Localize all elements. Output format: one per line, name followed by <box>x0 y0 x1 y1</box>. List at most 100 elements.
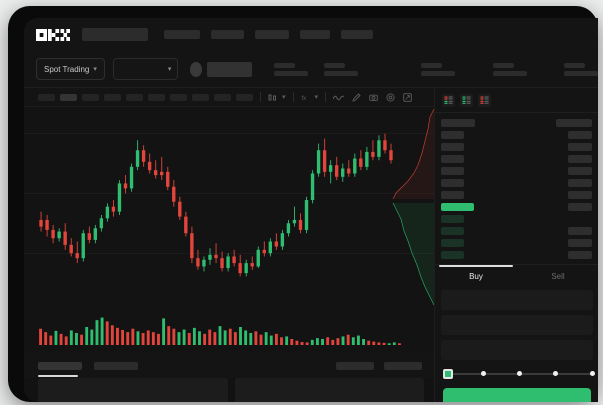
fullscreen-icon[interactable] <box>403 92 412 102</box>
tab-open-orders[interactable] <box>38 361 82 377</box>
orderbook-mode-both-icon[interactable] <box>442 94 455 107</box>
sidebar-item-derivatives[interactable] <box>300 30 330 39</box>
timeframe-button[interactable] <box>214 93 231 101</box>
stat-block <box>420 62 455 76</box>
order-entry-form <box>435 290 598 402</box>
timeframe-button[interactable] <box>170 93 187 101</box>
order-price-field[interactable] <box>441 290 593 310</box>
orderbook-price-cell <box>441 155 464 163</box>
pencil-icon[interactable] <box>352 92 361 102</box>
stat-block <box>323 62 358 76</box>
sidebar-item-buy-crypto[interactable] <box>164 30 200 39</box>
orderbook-price-cell <box>441 179 464 187</box>
timeframe-button[interactable] <box>82 93 99 101</box>
orderbook-bid-row[interactable] <box>441 237 592 249</box>
line-tool-icon[interactable] <box>333 93 345 102</box>
orderbook-amount-cell <box>568 191 592 199</box>
slider-handle[interactable] <box>443 369 453 379</box>
tab-sell[interactable]: Sell <box>551 272 565 281</box>
orderbook-price-cell <box>441 167 464 175</box>
orderbook-amount-cell <box>568 251 592 259</box>
order-amount-field[interactable] <box>441 315 593 335</box>
orders-panel-right[interactable] <box>234 378 424 402</box>
orderbook-bid-row[interactable] <box>441 225 592 237</box>
stat-value <box>420 70 455 76</box>
orderbook-amount-cell <box>568 179 592 187</box>
slider-stop-50[interactable] <box>517 371 522 376</box>
chevron-down-icon[interactable]: ▾ <box>282 94 286 101</box>
orderbook-price-cell <box>441 239 464 247</box>
orderbook-amount-cell <box>568 143 592 151</box>
orderbook-rows[interactable] <box>435 113 598 261</box>
tab-buy[interactable]: Buy <box>469 272 483 281</box>
volume-chart[interactable] <box>24 307 434 353</box>
orderbook-price-cell <box>441 251 464 259</box>
orderbook-ask-row[interactable] <box>441 141 592 153</box>
sidebar-item-markets[interactable] <box>211 30 244 39</box>
chart-gridline <box>24 193 434 194</box>
sidebar-item-trade[interactable] <box>255 30 289 39</box>
toolbar-divider <box>260 92 261 102</box>
orderbook-bid-row[interactable] <box>441 249 592 261</box>
device-screen: Spot Trading ▾ ▾ <box>24 18 598 402</box>
global-search-input[interactable] <box>82 28 148 41</box>
stat-value <box>492 70 527 76</box>
indicators-icon[interactable]: fx <box>301 93 310 102</box>
chart-type-icon[interactable] <box>268 93 277 102</box>
slider-stop-75[interactable] <box>553 371 558 376</box>
toolbar-divider <box>292 92 294 102</box>
stat-label <box>492 62 514 68</box>
orderbook-mode-asks-icon[interactable] <box>478 94 491 107</box>
timeframe-button[interactable] <box>192 93 209 101</box>
orderbook-bid-row[interactable] <box>441 213 592 225</box>
okx-logo[interactable] <box>36 28 70 41</box>
stat-block <box>273 62 308 76</box>
camera-icon[interactable] <box>369 93 378 102</box>
sidebar-item-more[interactable] <box>341 30 373 39</box>
slider-stop-100[interactable] <box>590 371 595 376</box>
timeframe-button[interactable] <box>38 93 55 101</box>
chevron-down-icon: ▾ <box>93 65 97 73</box>
orderbook-spread-row[interactable] <box>441 201 592 213</box>
nav-links <box>164 30 373 39</box>
settings-icon[interactable] <box>386 92 395 102</box>
coin-avatar <box>190 61 202 77</box>
orders-action-1[interactable] <box>336 361 374 370</box>
tab-order-history[interactable] <box>94 361 138 370</box>
orderbook-ask-row[interactable] <box>441 165 592 177</box>
price-chart[interactable] <box>24 107 434 307</box>
trading-pair-select[interactable]: ▾ <box>112 58 179 80</box>
chart-gridline <box>24 253 434 254</box>
timeframe-button[interactable] <box>126 93 143 101</box>
submit-buy-button[interactable] <box>443 388 591 402</box>
orderbook-price-cell <box>441 227 464 235</box>
orderbook-header-row[interactable] <box>441 117 592 129</box>
order-amount-slider[interactable] <box>443 368 595 380</box>
market-type-button[interactable]: Spot Trading ▾ <box>36 58 105 80</box>
order-total-field[interactable] <box>441 340 593 360</box>
stat-value <box>323 70 358 76</box>
slider-stop-25[interactable] <box>481 371 486 376</box>
orders-panel-left[interactable] <box>38 378 228 402</box>
chart-gridline <box>24 133 434 134</box>
stat-label <box>273 62 295 68</box>
orders-action-2[interactable] <box>384 361 422 370</box>
orderbook-ask-row[interactable] <box>441 129 592 141</box>
orderbook-ask-row[interactable] <box>441 177 592 189</box>
orderbook-ask-row[interactable] <box>441 189 592 201</box>
chevron-down-icon[interactable]: ▾ <box>314 94 319 101</box>
timeframe-button[interactable] <box>104 93 121 101</box>
timeframe-button[interactable] <box>148 93 165 101</box>
orderbook-amount-cell <box>568 155 592 163</box>
top-navigation-bar <box>24 18 598 51</box>
orderbook-amount-cell <box>568 239 592 247</box>
orderbook-mode-bids-icon[interactable] <box>460 94 473 107</box>
chevron-down-icon: ▾ <box>167 65 172 73</box>
timeframe-button[interactable] <box>236 93 253 101</box>
orderbook-ask-row[interactable] <box>441 153 592 165</box>
stat-value <box>273 70 308 76</box>
orderbook-amount-cell <box>568 131 592 139</box>
stat-value <box>563 70 598 76</box>
timeframe-button-active[interactable] <box>60 93 77 101</box>
